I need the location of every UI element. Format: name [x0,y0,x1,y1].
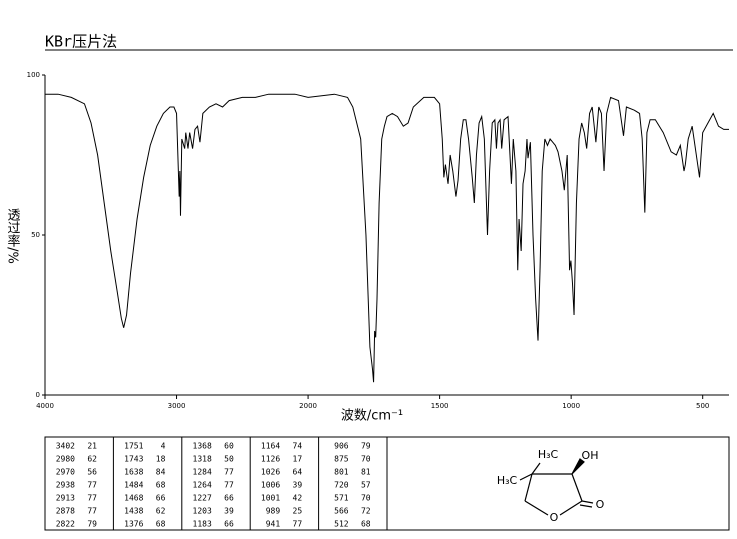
peak-wavenumber: 3402 [56,442,75,451]
x-tick-label: 1500 [431,402,449,410]
peak-transmittance: 77 [87,494,97,503]
carbonyl-oxygen: O [596,498,605,511]
peak-wavenumber: 1638 [124,468,143,477]
peak-wavenumber: 906 [334,442,349,451]
peak-transmittance: 84 [156,468,166,477]
peak-transmittance: 21 [87,442,97,451]
peak-wavenumber: 566 [334,507,349,516]
peak-transmittance: 39 [224,507,234,516]
chart-title: KBr压片法 [45,33,117,51]
peak-wavenumber: 1376 [124,520,143,529]
y-axis-label: 透过率/% [5,208,21,264]
peak-wavenumber: 1026 [261,468,280,477]
hydroxyl: OH [582,449,599,462]
peak-transmittance: 66 [156,494,166,503]
peak-transmittance: 72 [361,507,371,516]
peak-wavenumber: 1468 [124,494,143,503]
peak-transmittance: 42 [293,494,303,503]
peak-wavenumber: 571 [334,494,349,503]
peak-transmittance: 25 [293,507,303,516]
peak-transmittance: 68 [156,481,166,490]
peak-wavenumber: 941 [266,520,281,529]
x-tick-label: 2000 [299,402,317,410]
peak-wavenumber: 1126 [261,455,280,464]
peak-wavenumber: 1743 [124,455,143,464]
peak-wavenumber: 1164 [261,442,280,451]
peak-wavenumber: 1438 [124,507,143,516]
x-tick-label: 4000 [36,402,54,410]
peak-wavenumber: 1751 [124,442,143,451]
peak-wavenumber: 1264 [193,481,212,490]
ring-oxygen: O [550,511,559,524]
y-tick-label: 0 [36,391,40,399]
peak-transmittance: 66 [224,520,234,529]
peak-wavenumber: 1006 [261,481,280,490]
peak-transmittance: 62 [87,455,97,464]
peak-wavenumber: 875 [334,455,349,464]
structure [519,458,594,516]
peak-transmittance: 64 [293,468,303,477]
peak-wavenumber: 989 [266,507,281,516]
peak-transmittance: 79 [361,442,371,451]
peak-wavenumber: 720 [334,481,349,490]
peak-wavenumber: 1183 [193,520,212,529]
peak-transmittance: 77 [87,507,97,516]
y-tick-label: 100 [27,71,40,79]
peak-transmittance: 18 [156,455,166,464]
peak-transmittance: 17 [293,455,303,464]
peak-wavenumber: 1368 [193,442,212,451]
methyl-top: H₃C [538,448,559,461]
peak-wavenumber: 2913 [56,494,75,503]
peak-wavenumber: 2938 [56,481,75,490]
peak-wavenumber: 1227 [193,494,212,503]
peak-wavenumber: 2878 [56,507,75,516]
y-tick-label: 50 [31,231,40,239]
peak-transmittance: 81 [361,468,371,477]
peak-transmittance: 70 [361,455,371,464]
peak-transmittance: 68 [361,520,371,529]
x-tick-label: 500 [696,402,709,410]
peak-transmittance: 70 [361,494,371,503]
peak-transmittance: 57 [361,481,371,490]
peak-transmittance: 39 [293,481,303,490]
x-tick-label: 3000 [168,402,186,410]
x-tick-label: 1000 [562,402,580,410]
peak-transmittance: 77 [293,520,303,529]
peak-wavenumber: 512 [334,520,349,529]
peak-wavenumber: 2822 [56,520,75,529]
peak-wavenumber: 2980 [56,455,75,464]
peak-wavenumber: 1484 [124,481,143,490]
peak-transmittance: 77 [87,481,97,490]
peak-wavenumber: 1318 [193,455,212,464]
peak-transmittance: 62 [156,507,166,516]
peak-transmittance: 50 [224,455,234,464]
peak-transmittance: 66 [224,494,234,503]
peak-transmittance: 56 [87,468,97,477]
peak-wavenumber: 1001 [261,494,280,503]
peak-transmittance: 4 [161,442,166,451]
peak-transmittance: 77 [224,481,234,490]
spectrum-line [45,93,729,383]
peak-wavenumber: 1203 [193,507,212,516]
peak-transmittance: 79 [87,520,97,529]
peak-transmittance: 77 [224,468,234,477]
x-axis-label: 波数/cm⁻¹ [341,409,403,424]
peak-transmittance: 68 [156,520,166,529]
peak-wavenumber: 2970 [56,468,75,477]
peak-wavenumber: 1284 [193,468,212,477]
peak-wavenumber: 801 [334,468,349,477]
peak-transmittance: 74 [293,442,303,451]
peak-transmittance: 60 [224,442,234,451]
methyl-left: H₃C [497,474,518,487]
